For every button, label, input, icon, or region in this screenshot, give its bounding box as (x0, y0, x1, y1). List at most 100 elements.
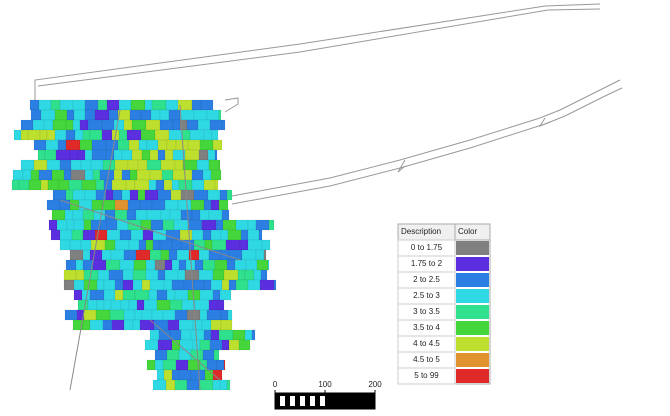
block (148, 179, 157, 191)
block (121, 169, 131, 181)
pit-outline (37, 8, 601, 87)
block (120, 299, 130, 311)
block (221, 339, 230, 351)
legend-label: 4 to 4.5 (413, 339, 440, 348)
block (154, 359, 164, 371)
block (216, 359, 225, 371)
block (48, 219, 58, 231)
block (186, 119, 199, 131)
block (160, 249, 170, 261)
block (157, 269, 166, 281)
block (191, 179, 205, 191)
block (191, 99, 202, 111)
block (132, 269, 147, 281)
block (134, 179, 150, 191)
block (97, 99, 108, 111)
legend-label: 3 to 3.5 (413, 307, 440, 316)
block (101, 129, 113, 141)
block (73, 109, 86, 121)
block (173, 219, 189, 231)
block (150, 109, 161, 121)
legend-swatch (456, 241, 489, 255)
block (84, 189, 97, 201)
block (226, 379, 231, 391)
block (169, 209, 182, 221)
block (157, 339, 173, 351)
block (227, 229, 242, 241)
block (18, 179, 30, 191)
block (167, 319, 180, 331)
block (210, 319, 222, 331)
block (73, 279, 85, 291)
legend-label: 1.75 to 2 (411, 259, 443, 268)
block (134, 289, 150, 301)
block (191, 209, 201, 221)
block (202, 349, 215, 361)
block (12, 169, 24, 181)
block (112, 189, 123, 201)
block (142, 229, 154, 241)
block (200, 99, 214, 111)
scale-bar-segment (325, 393, 375, 409)
legend-header-cell (454, 223, 491, 241)
block (157, 139, 168, 151)
block (182, 159, 198, 171)
block (180, 189, 195, 201)
scale-bar: 0 100 200 (273, 380, 382, 410)
block (192, 319, 203, 331)
block (219, 379, 228, 391)
block (220, 319, 233, 331)
block (95, 179, 105, 191)
block (59, 229, 73, 241)
block (59, 99, 74, 111)
block (132, 279, 143, 291)
block-model (11, 99, 277, 391)
block (32, 119, 45, 131)
block (202, 259, 216, 271)
block (164, 149, 174, 161)
block (57, 139, 67, 151)
block (181, 129, 191, 141)
block (222, 219, 237, 231)
block (63, 279, 75, 291)
block (171, 259, 180, 271)
block (198, 249, 210, 261)
block (151, 309, 164, 321)
block (197, 119, 211, 131)
block (99, 169, 115, 181)
block (144, 189, 159, 201)
block (255, 249, 265, 261)
block (72, 99, 86, 111)
block (163, 369, 173, 381)
block (165, 379, 176, 391)
block (130, 229, 144, 241)
block (99, 219, 108, 231)
block (168, 129, 183, 141)
block (190, 369, 206, 381)
block (151, 199, 166, 211)
block (80, 239, 92, 251)
block (181, 299, 196, 311)
block (193, 279, 205, 291)
block (190, 329, 205, 341)
block (223, 359, 226, 371)
block (111, 319, 125, 331)
pit-outline (34, 3, 601, 104)
block (96, 279, 105, 291)
block (109, 309, 125, 321)
block (164, 259, 173, 271)
block (149, 149, 159, 161)
block (146, 359, 156, 371)
block (212, 289, 221, 301)
block (206, 109, 220, 121)
ramp-outline (231, 79, 621, 197)
block (158, 329, 171, 341)
block (105, 259, 121, 271)
block (136, 169, 151, 181)
scale-bar-segment (315, 396, 320, 406)
block (221, 209, 230, 221)
block (144, 339, 159, 351)
legend-swatch (456, 337, 489, 351)
legend-swatch (456, 273, 489, 287)
block (219, 189, 228, 201)
